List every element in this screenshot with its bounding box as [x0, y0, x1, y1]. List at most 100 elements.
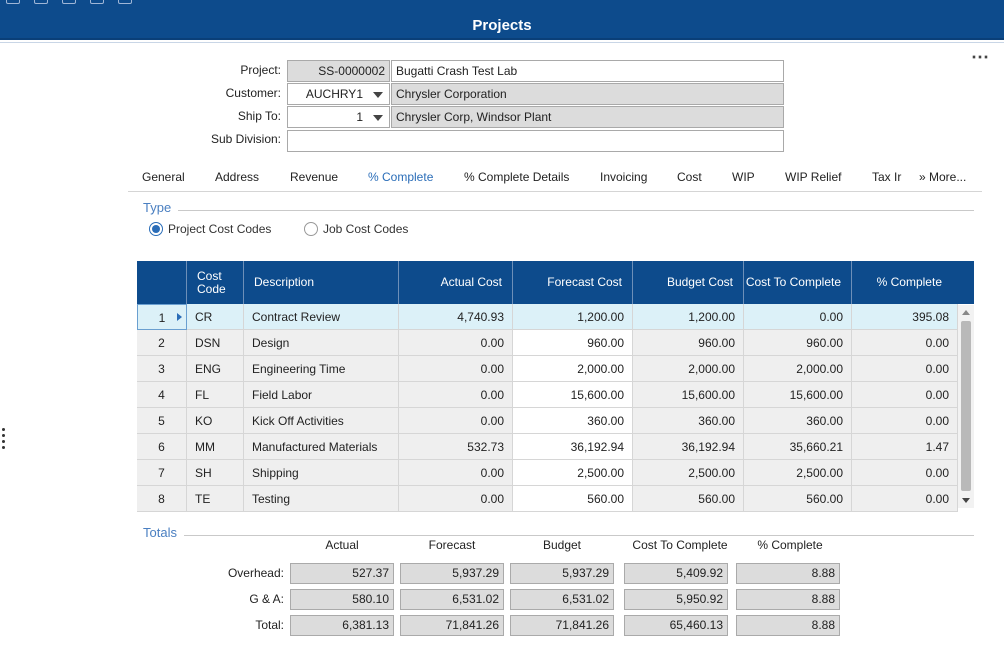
radio-project-cost-codes[interactable]: Project Cost Codes: [149, 222, 271, 236]
percent-complete-cell: 0.00: [852, 330, 958, 356]
drag-handle-icon[interactable]: [2, 428, 6, 452]
forecast-cost-cell[interactable]: 1,200.00: [513, 304, 633, 330]
customer-id-value: AUCHRY1: [305, 87, 363, 101]
forecast-cost-cell[interactable]: 2,000.00: [513, 356, 633, 382]
budget-cost-cell: 960.00: [633, 330, 744, 356]
grid-header-description[interactable]: Description: [244, 261, 399, 304]
tab-wip-relief[interactable]: WIP Relief: [785, 170, 842, 184]
total-budget-field: 5,937.29: [510, 563, 614, 584]
actual-cost-cell: 0.00: [399, 330, 513, 356]
total-budget-field: 6,531.02: [510, 589, 614, 610]
tab-revenue[interactable]: Revenue: [290, 170, 339, 184]
scroll-up-icon[interactable]: [962, 310, 970, 315]
toolbar-icon[interactable]: [90, 0, 104, 4]
table-row[interactable]: 1 CR Contract Review 4,740.93 1,200.00 1,200.…: [137, 304, 958, 330]
description-cell: Shipping: [244, 460, 399, 486]
totals-row-label: G & A:: [249, 592, 284, 606]
forecast-cost-cell[interactable]: 15,600.00: [513, 382, 633, 408]
table-row[interactable]: 3 ENG Engineering Time 0.00 2,000.00 2,000.00…: [137, 356, 958, 382]
grid-header-rownum: [137, 261, 187, 304]
table-row[interactable]: 5 KO Kick Off Activities 0.00 360.00 360.00 36…: [137, 408, 958, 434]
tab-more[interactable]: » More...: [919, 170, 967, 184]
budget-cost-cell: 1,200.00: [633, 304, 744, 330]
table-row[interactable]: 4 FL Field Labor 0.00 15,600.00 15,600.00 15,6…: [137, 382, 958, 408]
toolbar-icon[interactable]: [6, 0, 20, 4]
cost-code-cell: TE: [187, 486, 244, 512]
customer-select[interactable]: AUCHRY1: [287, 83, 390, 105]
grid-header-budget-cost[interactable]: Budget Cost: [633, 261, 744, 304]
radio-label: Job Cost Codes: [323, 222, 409, 236]
grid-header-forecast-cost[interactable]: Forecast Cost: [513, 261, 633, 304]
radio-label: Project Cost Codes: [168, 222, 272, 236]
toolbar: [6, 0, 132, 4]
tab-general[interactable]: General: [142, 170, 185, 184]
dropdown-caret-icon[interactable]: [373, 115, 383, 121]
actual-cost-cell: 0.00: [399, 382, 513, 408]
toolbar-icon[interactable]: [34, 0, 48, 4]
cost-code-cell: FL: [187, 382, 244, 408]
row-number: 8: [137, 486, 187, 512]
project-name-field[interactable]: Bugatti Crash Test Lab: [391, 60, 784, 82]
percent-complete-cell: 0.00: [852, 356, 958, 382]
table-row[interactable]: 7 SH Shipping 0.00 2,500.00 2,500.00 2,500.00 0…: [137, 460, 958, 486]
totals-section-divider: [184, 535, 974, 536]
budget-cost-cell: 2,500.00: [633, 460, 744, 486]
subdivision-field[interactable]: [287, 130, 784, 152]
grid-header-actual-cost[interactable]: Actual Cost: [399, 261, 513, 304]
type-section-divider: [178, 210, 974, 211]
grid-header-cost-code[interactable]: Cost Code: [187, 261, 244, 304]
total-percent-complete-field: 8.88: [736, 589, 840, 610]
grid-header-cost-to-complete[interactable]: Cost To Complete: [744, 261, 852, 304]
cost-to-complete-cell: 560.00: [744, 486, 852, 512]
table-row[interactable]: 8 TE Testing 0.00 560.00 560.00 560.00 0.00: [137, 486, 958, 512]
forecast-cost-cell[interactable]: 960.00: [513, 330, 633, 356]
percent-complete-cell: 1.47: [852, 434, 958, 460]
tab-wip[interactable]: WIP: [732, 170, 755, 184]
cost-to-complete-cell: 2,000.00: [744, 356, 852, 382]
actual-cost-cell: 0.00: [399, 408, 513, 434]
forecast-cost-cell[interactable]: 560.00: [513, 486, 633, 512]
grid-scrollbar[interactable]: [958, 305, 974, 508]
dropdown-caret-icon[interactable]: [373, 92, 383, 98]
title-bar: Projects: [0, 0, 1004, 40]
grid-header-percent-complete[interactable]: % Complete: [876, 275, 942, 289]
toolbar-icon[interactable]: [62, 0, 76, 4]
cost-to-complete-cell: 0.00: [744, 304, 852, 330]
total-percent-complete-field: 8.88: [736, 615, 840, 636]
row-pointer-icon: [177, 313, 182, 321]
tab-tax[interactable]: Tax Ir: [872, 170, 902, 184]
total-actual-field: 527.37: [290, 563, 394, 584]
totals-header-forecast: Forecast: [428, 538, 476, 552]
percent-complete-cell: 395.08: [852, 304, 958, 330]
percent-complete-cell: 0.00: [852, 460, 958, 486]
total-cost-to-complete-field: 65,460.13: [624, 615, 728, 636]
total-cost-to-complete-field: 5,409.92: [624, 563, 728, 584]
budget-cost-cell: 36,192.94: [633, 434, 744, 460]
radio-job-cost-codes[interactable]: Job Cost Codes: [304, 222, 408, 236]
forecast-cost-cell[interactable]: 360.00: [513, 408, 633, 434]
total-forecast-field: 71,841.26: [400, 615, 504, 636]
table-row[interactable]: 6 MM Manufactured Materials 532.73 36,192.94…: [137, 434, 958, 460]
project-id-field[interactable]: SS-0000002: [287, 60, 390, 82]
shipto-id-value: 1: [356, 110, 363, 124]
forecast-cost-cell[interactable]: 36,192.94: [513, 434, 633, 460]
radio-selected-icon: [149, 222, 163, 236]
tab-cost[interactable]: Cost: [677, 170, 702, 184]
row-number: 6: [137, 434, 187, 460]
description-cell: Field Labor: [244, 382, 399, 408]
forecast-cost-cell[interactable]: 2,500.00: [513, 460, 633, 486]
budget-cost-cell: 15,600.00: [633, 382, 744, 408]
shipto-select[interactable]: 1: [287, 106, 390, 128]
toolbar-icon[interactable]: [118, 0, 132, 4]
scroll-down-icon[interactable]: [962, 498, 970, 503]
total-forecast-field: 5,937.29: [400, 563, 504, 584]
more-options-icon[interactable]: ⋯: [971, 47, 990, 67]
table-row[interactable]: 2 DSN Design 0.00 960.00 960.00 960.00 0.00: [137, 330, 958, 356]
scroll-thumb[interactable]: [961, 321, 971, 491]
tab-invoicing[interactable]: Invoicing: [600, 170, 648, 184]
tab-percent-complete-details[interactable]: % Complete Details: [464, 170, 570, 184]
tab-address[interactable]: Address: [215, 170, 260, 184]
cost-code-cell: CR: [187, 304, 244, 330]
tab-percent-complete[interactable]: % Complete: [368, 170, 434, 184]
cost-to-complete-cell: 360.00: [744, 408, 852, 434]
